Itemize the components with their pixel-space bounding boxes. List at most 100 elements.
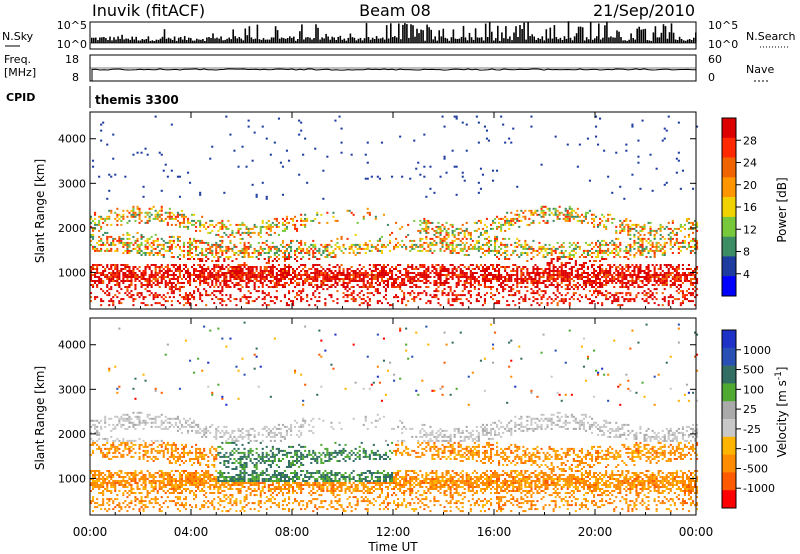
sky-noise-bars <box>90 21 697 44</box>
heatmap-cell <box>229 270 232 272</box>
sky-bar <box>392 37 394 43</box>
heatmap-cell <box>556 209 559 212</box>
heatmap-cell <box>142 195 145 198</box>
heatmap-cell <box>296 247 299 250</box>
heatmap-cell <box>182 245 185 248</box>
heatmap-cell <box>366 247 369 250</box>
heatmap-cell <box>494 235 497 238</box>
heatmap-cell <box>201 260 204 262</box>
heatmap-cell <box>498 300 501 303</box>
heatmap-cell <box>570 268 573 270</box>
heatmap-cell <box>425 272 428 274</box>
heatmap-cell <box>328 270 331 272</box>
heatmap-cell <box>116 213 119 216</box>
heatmap-cell <box>643 272 646 274</box>
heatmap-cell <box>554 252 557 254</box>
heatmap-cell <box>595 288 598 291</box>
heatmap-cell <box>429 249 432 252</box>
heatmap-cell <box>463 284 466 286</box>
heatmap-cell <box>629 292 632 295</box>
heatmap-cell <box>241 256 244 258</box>
heatmap-cell <box>144 280 147 282</box>
heatmap-cell <box>269 153 272 156</box>
heatmap-cell <box>304 272 307 274</box>
heatmap-cell <box>447 294 450 297</box>
heatmap-cell <box>324 245 327 248</box>
heatmap-cell <box>534 278 537 280</box>
heatmap-cell <box>152 217 155 220</box>
heatmap-cell <box>182 249 185 252</box>
heatmap-cell <box>138 213 141 216</box>
heatmap-cell <box>154 213 157 216</box>
heatmap-cell <box>631 274 634 276</box>
heatmap-cell <box>172 296 175 299</box>
heatmap-cell <box>405 245 408 248</box>
heatmap-cell <box>560 266 563 268</box>
heatmap-cell <box>467 300 470 303</box>
heatmap-cell <box>376 264 379 266</box>
heatmap-cell <box>393 296 396 299</box>
heatmap-cell <box>639 243 642 246</box>
heatmap-cell <box>556 278 559 280</box>
heatmap-cell <box>399 135 402 138</box>
heatmap-cell <box>554 270 557 272</box>
heatmap-cell <box>267 233 270 236</box>
heatmap-cell <box>298 245 301 248</box>
heatmap-cell <box>162 276 165 278</box>
heatmap-cell <box>403 294 406 297</box>
heatmap-cell <box>625 298 628 301</box>
heatmap-cell <box>552 268 555 270</box>
heatmap-cell <box>233 274 236 276</box>
heatmap-cell <box>483 294 486 297</box>
heatmap-cell <box>132 215 135 218</box>
heatmap-cell <box>219 243 222 246</box>
sky-bar <box>129 39 131 43</box>
heatmap-cell <box>645 272 648 274</box>
heatmap-cell <box>215 245 218 248</box>
heatmap-cell <box>156 252 159 254</box>
sky-bar <box>365 23 368 43</box>
heatmap-cell <box>599 241 602 244</box>
heatmap-cell <box>279 272 282 274</box>
heatmap-cell <box>142 185 145 188</box>
heatmap-cell <box>197 219 200 222</box>
heatmap-cell <box>455 245 458 248</box>
heatmap-cell <box>572 292 575 295</box>
heatmap-cell <box>368 304 371 307</box>
heatmap-cell <box>314 274 317 276</box>
heatmap-cell <box>352 213 355 216</box>
heatmap-cell <box>475 294 478 297</box>
heatmap-cell <box>306 252 309 254</box>
heatmap-cell <box>116 270 119 272</box>
heatmap-cell <box>267 286 270 288</box>
heatmap-cell <box>520 286 523 288</box>
heatmap-cell <box>302 288 305 291</box>
heatmap-cell <box>90 300 93 303</box>
heatmap-cell <box>360 302 363 305</box>
heatmap-cell <box>178 266 181 268</box>
heatmap-cell <box>162 304 165 307</box>
heatmap-cell <box>160 243 163 246</box>
heatmap-cell <box>340 235 343 238</box>
heatmap-cell <box>350 243 353 246</box>
heatmap-cell <box>312 243 315 246</box>
heatmap-cell <box>397 286 400 288</box>
heatmap-cell <box>219 302 222 305</box>
heatmap-cell <box>134 276 137 278</box>
heatmap-cell <box>380 302 383 305</box>
heatmap-cell <box>516 219 519 222</box>
heatmap-cell <box>570 272 573 274</box>
sky-bar <box>347 37 350 43</box>
heatmap-cell <box>467 290 470 293</box>
heatmap-cell <box>277 249 280 252</box>
heatmap-cell <box>597 278 600 280</box>
heatmap-cell <box>356 243 359 246</box>
heatmap-cell <box>455 243 458 246</box>
heatmap-cell <box>566 274 569 276</box>
heatmap-cell <box>463 266 466 268</box>
sky-bar <box>620 37 622 43</box>
heatmap-cell <box>562 245 565 248</box>
heatmap-cell <box>419 243 422 246</box>
heatmap-cell <box>572 241 575 244</box>
heatmap-cell <box>324 302 327 305</box>
